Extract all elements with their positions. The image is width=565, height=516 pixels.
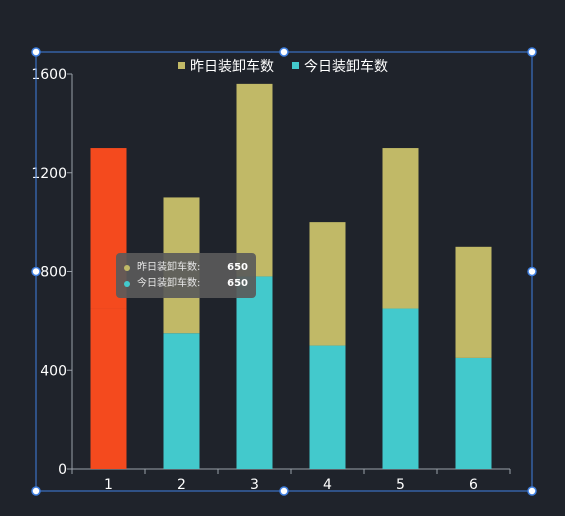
bar-segment xyxy=(382,148,419,309)
bar-segment xyxy=(163,333,200,469)
resize-handle[interactable] xyxy=(31,47,41,57)
resize-handle[interactable] xyxy=(31,486,41,496)
y-tick-label: 400 xyxy=(40,363,67,379)
tooltip: 昨日装卸车数: 650 今日装卸车数: 650 xyxy=(116,253,256,298)
resize-handle[interactable] xyxy=(31,266,41,277)
resize-handle[interactable] xyxy=(279,486,289,496)
legend-swatch xyxy=(292,62,299,69)
x-tick-label: 6 xyxy=(469,477,478,493)
legend[interactable]: 昨日装卸车数 今日装卸车数 xyxy=(178,58,388,75)
tooltip-dot-yesterday xyxy=(124,265,130,271)
legend-label: 今日装卸车数 xyxy=(304,58,388,75)
tooltip-row-today: 今日装卸车数: 650 xyxy=(124,276,248,292)
tooltip-dot-today xyxy=(124,281,130,287)
legend-label: 昨日装卸车数 xyxy=(190,58,274,75)
axes: 0 400 800 1200 1600 1 2 3 4 5 6 xyxy=(31,67,511,493)
bar-segment xyxy=(236,83,273,277)
y-tick-label: 800 xyxy=(40,265,67,281)
bar-segment xyxy=(455,357,492,469)
tooltip-row-yesterday: 昨日装卸车数: 650 xyxy=(124,260,248,276)
y-tick-label: 0 xyxy=(58,462,67,478)
tooltip-label-today: 今日装卸车数: xyxy=(137,278,201,289)
bar-segment xyxy=(309,222,346,346)
selection-frame[interactable] xyxy=(31,47,537,496)
bar-segment xyxy=(382,308,419,469)
y-tick-label: 1600 xyxy=(31,67,67,83)
resize-handle[interactable] xyxy=(527,486,537,496)
x-tick-label: 3 xyxy=(250,477,259,493)
legend-swatch xyxy=(178,62,185,69)
bar-segment xyxy=(90,308,127,469)
bar-segment xyxy=(455,246,492,358)
resize-handle[interactable] xyxy=(527,47,537,57)
x-tick-label: 2 xyxy=(177,477,186,493)
y-tick-label: 1200 xyxy=(31,166,67,182)
bar-segment xyxy=(236,276,273,469)
tooltip-value-yesterday: 650 xyxy=(227,262,248,273)
resize-handle[interactable] xyxy=(527,266,537,277)
resize-handle[interactable] xyxy=(279,47,289,57)
x-tick-label: 4 xyxy=(323,477,332,493)
tooltip-value-today: 650 xyxy=(227,278,248,289)
x-tick-label: 1 xyxy=(104,477,113,493)
tooltip-label-yesterday: 昨日装卸车数: xyxy=(137,262,201,273)
bar-segment xyxy=(309,345,346,469)
x-tick-label: 5 xyxy=(396,477,405,493)
